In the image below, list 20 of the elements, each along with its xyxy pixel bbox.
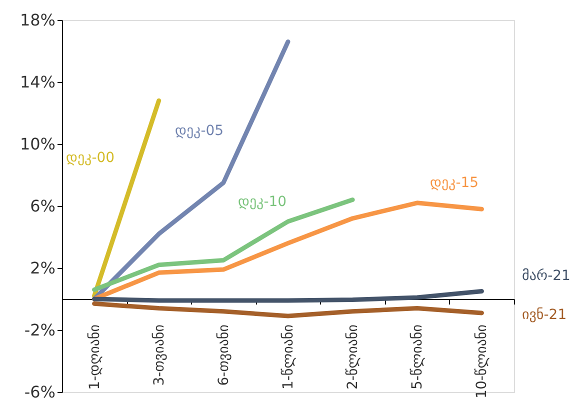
series-label: დეკ-15 xyxy=(430,175,479,191)
y-tick-label: -2% xyxy=(24,320,56,340)
y-tick-label: -6% xyxy=(24,382,56,402)
text: ივნ-21 xyxy=(522,307,567,323)
text: მარ-21 xyxy=(522,268,570,284)
x-tick-label: 6-თვიანი xyxy=(216,324,232,386)
x-tick-label: 10-წლიანი xyxy=(474,324,490,398)
x-tick-label: 1-დღიანი xyxy=(86,324,103,390)
x-tick-label: 3-თვიანი xyxy=(151,324,168,386)
x-tick-label: 2-წლიანი xyxy=(345,324,362,390)
series-label: დეკ-10 xyxy=(238,194,287,210)
y-tick-label: 2% xyxy=(30,258,56,278)
x-tick-label: 5-წლიანი xyxy=(410,324,426,390)
series-label: დეკ-00 xyxy=(66,150,115,166)
series-label: დეკ-05 xyxy=(175,123,224,139)
x-tick-label: 1-წლიანი xyxy=(280,324,296,390)
y-tick-label: 10% xyxy=(20,134,56,154)
y-tick-label: 18% xyxy=(20,10,56,30)
y-tick-label: 14% xyxy=(20,72,56,92)
y-tick-label: 6% xyxy=(30,196,56,216)
